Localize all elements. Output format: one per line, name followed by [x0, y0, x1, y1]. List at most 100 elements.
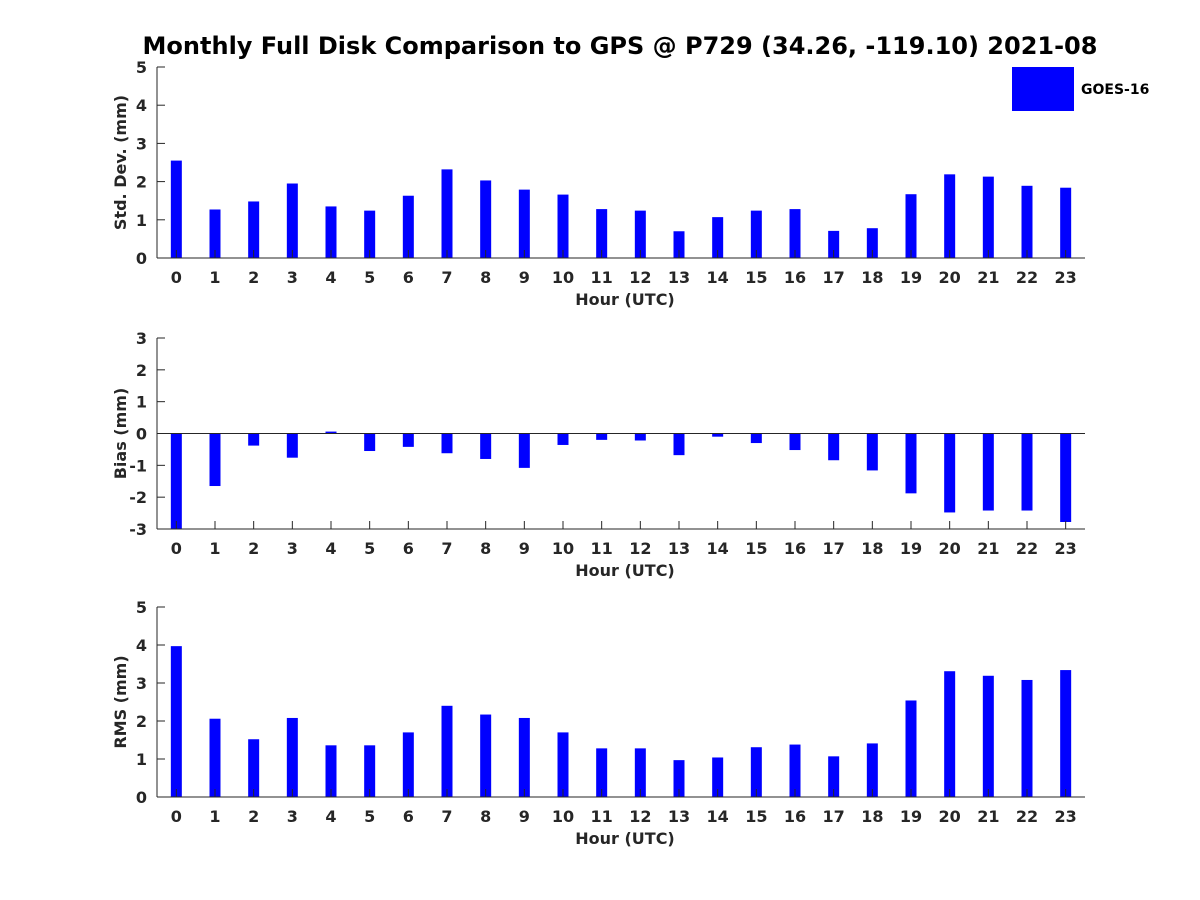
std-dev-x-tick-label: 7	[441, 268, 452, 287]
bias-bar	[789, 433, 801, 451]
bias-y-tick-label: 3	[136, 329, 147, 348]
rms-bar	[1021, 679, 1033, 797]
bias-x-tick-label: 0	[171, 539, 182, 558]
bias-x-tick-label: 16	[784, 539, 806, 558]
bias-bar	[402, 433, 414, 447]
std-dev-x-tick-label: 15	[745, 268, 767, 287]
bias-x-tick-label: 1	[209, 539, 220, 558]
bias-bar	[982, 433, 994, 511]
bias-x-tick-label: 15	[745, 539, 767, 558]
std-dev-x-axis-label: Hour (UTC)	[575, 290, 675, 309]
bias-y-tick-label: 0	[136, 425, 147, 444]
bias-x-tick-label: 3	[287, 539, 298, 558]
std-dev-y-tick-label: 3	[136, 134, 147, 153]
bias-y-tick-label: 1	[136, 393, 147, 412]
bias-x-tick-label: 22	[1016, 539, 1038, 558]
bias-x-tick-label: 19	[900, 539, 922, 558]
std-dev-y-tick-label: 2	[136, 173, 147, 192]
bias-y-tick-label: -2	[129, 488, 147, 507]
std-dev-x-tick-label: 23	[1055, 268, 1077, 287]
rms-x-tick-label: 2	[248, 807, 259, 826]
bias-x-tick-label: 18	[861, 539, 883, 558]
rms-x-tick-label: 10	[552, 807, 574, 826]
rms-x-tick-label: 4	[325, 807, 336, 826]
rms-x-tick-label: 19	[900, 807, 922, 826]
rms-bar	[866, 743, 878, 797]
legend-label: GOES-16	[1081, 82, 1149, 98]
std-dev-y-tick-label: 4	[136, 96, 147, 115]
std-dev-x-tick-label: 8	[480, 268, 491, 287]
bias-bar	[209, 433, 221, 487]
legend: GOES-16	[1012, 67, 1149, 111]
std-dev-bar	[518, 189, 530, 258]
rms-bar	[248, 739, 260, 797]
bias-y-tick-label: 2	[136, 361, 147, 380]
std-dev-bar	[596, 209, 608, 258]
std-dev-y-tick-label: 1	[136, 211, 147, 230]
std-dev-bar	[634, 210, 646, 258]
std-dev-bar	[905, 194, 917, 258]
std-dev-x-tick-label: 12	[629, 268, 651, 287]
rms-bar	[557, 732, 569, 797]
rms-bar	[441, 705, 453, 797]
rms-bar	[402, 732, 414, 797]
bias-x-tick-label: 7	[441, 539, 452, 558]
bias-bar	[325, 431, 337, 434]
bias-x-tick-label: 23	[1055, 539, 1077, 558]
std-dev-x-tick-label: 14	[707, 268, 729, 287]
rms-x-axis-label: Hour (UTC)	[575, 829, 675, 848]
rms-bar	[596, 748, 608, 797]
std-dev-bar	[1021, 185, 1033, 258]
std-dev-bar	[557, 194, 569, 258]
rms-x-tick-label: 23	[1055, 807, 1077, 826]
bias-bar	[712, 433, 724, 437]
rms-x-tick-label: 15	[745, 807, 767, 826]
std-dev-bar	[170, 160, 182, 258]
rms-x-tick-label: 14	[707, 807, 729, 826]
chart-title: Monthly Full Disk Comparison to GPS @ P7…	[143, 32, 1098, 60]
std-dev-y-axis-label: Std. Dev. (mm)	[111, 95, 130, 230]
std-dev-x-tick-label: 22	[1016, 268, 1038, 287]
std-dev-bar	[441, 169, 453, 258]
bias-bar	[634, 433, 646, 441]
std-dev-bar	[286, 183, 298, 258]
bias-bar	[441, 433, 453, 454]
std-dev-x-tick-label: 21	[977, 268, 999, 287]
rms-y-tick-label: 5	[136, 598, 147, 617]
rms-x-tick-label: 16	[784, 807, 806, 826]
rms-x-tick-label: 17	[823, 807, 845, 826]
bias-x-tick-label: 5	[364, 539, 375, 558]
bias-x-tick-label: 8	[480, 539, 491, 558]
rms-y-tick-label: 0	[136, 788, 147, 807]
rms-y-tick-label: 3	[136, 674, 147, 693]
std-dev-bar	[944, 174, 956, 258]
std-dev-bar	[209, 209, 221, 258]
rms-x-tick-label: 20	[939, 807, 961, 826]
bias-x-tick-label: 9	[519, 539, 530, 558]
rms-x-tick-label: 21	[977, 807, 999, 826]
bias-bar	[1021, 433, 1033, 511]
rms-x-tick-label: 5	[364, 807, 375, 826]
rms-bar	[750, 747, 762, 797]
std-dev-x-tick-label: 13	[668, 268, 690, 287]
bias-x-tick-label: 12	[629, 539, 651, 558]
bias-bar	[557, 433, 569, 445]
rms-bar	[286, 717, 298, 797]
bias-y-tick-label: -3	[129, 520, 147, 539]
bias-x-tick-label: 21	[977, 539, 999, 558]
rms-x-tick-label: 0	[171, 807, 182, 826]
std-dev-bar	[982, 176, 994, 258]
rms-bar	[209, 718, 221, 797]
bias-x-tick-label: 2	[248, 539, 259, 558]
std-dev-bar	[673, 231, 685, 258]
std-dev-x-tick-label: 16	[784, 268, 806, 287]
std-dev-bar	[402, 195, 414, 258]
bias-bar	[480, 433, 492, 459]
rms-x-tick-label: 8	[480, 807, 491, 826]
std-dev-x-tick-label: 11	[591, 268, 613, 287]
std-dev-x-tick-label: 4	[325, 268, 336, 287]
rms-x-tick-label: 22	[1016, 807, 1038, 826]
legend-swatch	[1012, 67, 1074, 111]
